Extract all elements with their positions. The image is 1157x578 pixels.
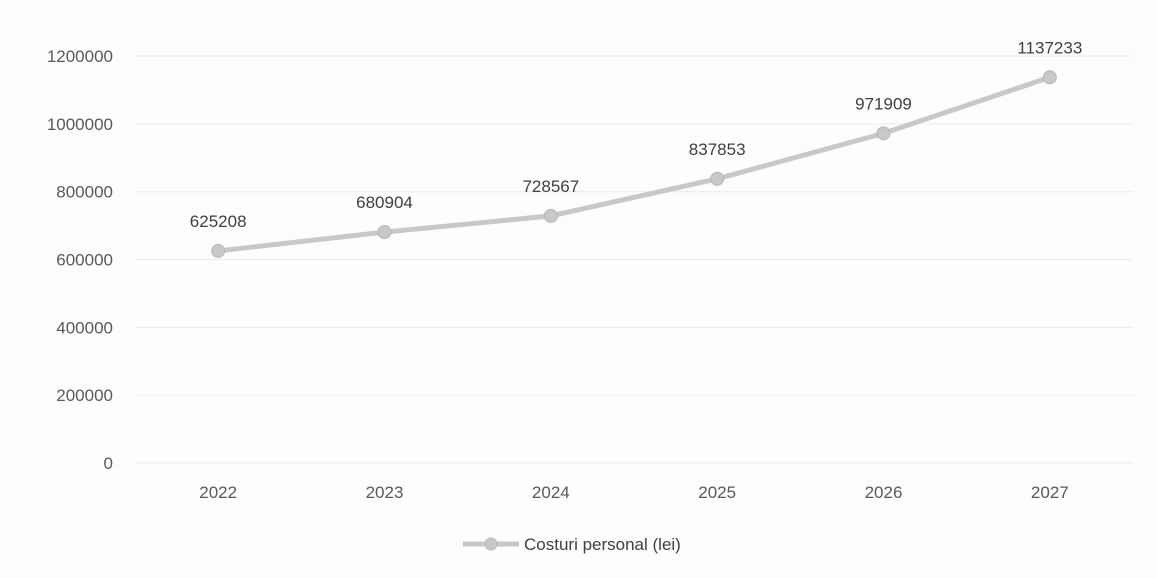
y-tick-label: 1200000 [47, 47, 113, 66]
legend-label: Costuri personal (lei) [524, 535, 681, 554]
x-tick-label: 2022 [199, 483, 237, 502]
data-point [211, 243, 226, 258]
legend: Costuri personal (lei) [463, 535, 681, 554]
legend-marker-swatch [484, 537, 498, 551]
y-tick-label: 800000 [56, 183, 113, 202]
series-line [215, 74, 1053, 254]
data-label: 1137233 [1017, 38, 1082, 57]
y-tick-label: 0 [104, 454, 113, 473]
y-tick-label: 400000 [56, 318, 113, 337]
data-labels: 625208 680904 728567 837853 971909 1137233 [190, 38, 1082, 231]
x-tick-label: 2025 [698, 483, 736, 502]
x-tick-label: 2023 [366, 483, 404, 502]
data-label: 971909 [855, 94, 912, 113]
data-label: 680904 [356, 193, 413, 212]
y-axis: 0 200000 400000 600000 800000 1000000 1200000 [47, 47, 113, 473]
data-point [377, 225, 392, 240]
series [211, 70, 1057, 258]
x-axis: 2022 2023 2024 2025 2026 2027 [199, 483, 1068, 502]
y-tick-label: 600000 [56, 251, 113, 270]
data-label: 728567 [522, 177, 579, 196]
data-point [876, 126, 891, 141]
x-tick-label: 2024 [532, 483, 570, 502]
gridlines [135, 55, 1133, 464]
data-point [543, 208, 558, 223]
data-point [1042, 70, 1057, 85]
x-tick-label: 2026 [865, 483, 903, 502]
data-label: 837853 [689, 140, 746, 159]
data-point [710, 171, 725, 186]
x-tick-label: 2027 [1031, 483, 1069, 502]
data-label: 625208 [190, 212, 247, 231]
y-tick-label: 1000000 [47, 115, 113, 134]
y-tick-label: 200000 [56, 386, 113, 405]
